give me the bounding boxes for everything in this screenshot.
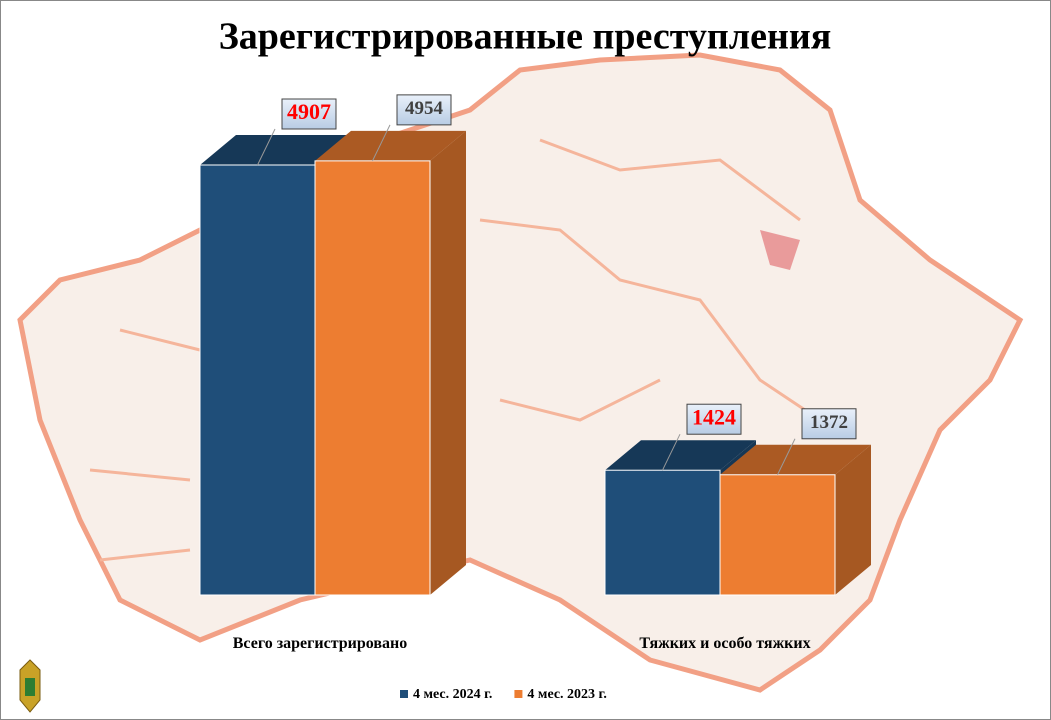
bar-front	[604, 469, 721, 596]
bar-front	[719, 474, 836, 596]
bar-top	[200, 135, 351, 165]
value-label-box	[686, 403, 742, 435]
bar-top	[605, 440, 756, 471]
value-label-box	[396, 94, 452, 126]
legend-label: 4 мес. 2023 г.	[527, 687, 606, 702]
bar	[314, 130, 466, 596]
category-label: Тяжких и особо тяжких	[639, 635, 810, 652]
value-label: 4954	[405, 98, 444, 119]
bar-top	[720, 444, 871, 475]
value-label: 4907	[287, 99, 331, 124]
chart-title: Зарегистрированные преступления	[219, 16, 832, 58]
bar-side	[835, 444, 871, 595]
bar-top	[315, 130, 466, 161]
leader-line	[662, 433, 681, 471]
emblem	[19, 659, 41, 713]
bar-side	[430, 130, 466, 595]
leader-line	[257, 128, 276, 166]
bar	[719, 444, 871, 596]
value-label-box	[281, 98, 337, 130]
legend-label: 4 мес. 2024 г.	[413, 687, 492, 702]
leader-line	[777, 438, 796, 475]
value-label: 1424	[692, 404, 736, 429]
bar-front	[314, 160, 431, 596]
legend-swatch	[400, 690, 408, 698]
bar-front	[199, 164, 316, 596]
category-label: Всего зарегистрировано	[233, 635, 407, 652]
leader-line	[372, 124, 391, 162]
value-label-box	[801, 408, 857, 440]
legend-swatch	[514, 690, 523, 698]
value-label: 1372	[810, 412, 848, 433]
